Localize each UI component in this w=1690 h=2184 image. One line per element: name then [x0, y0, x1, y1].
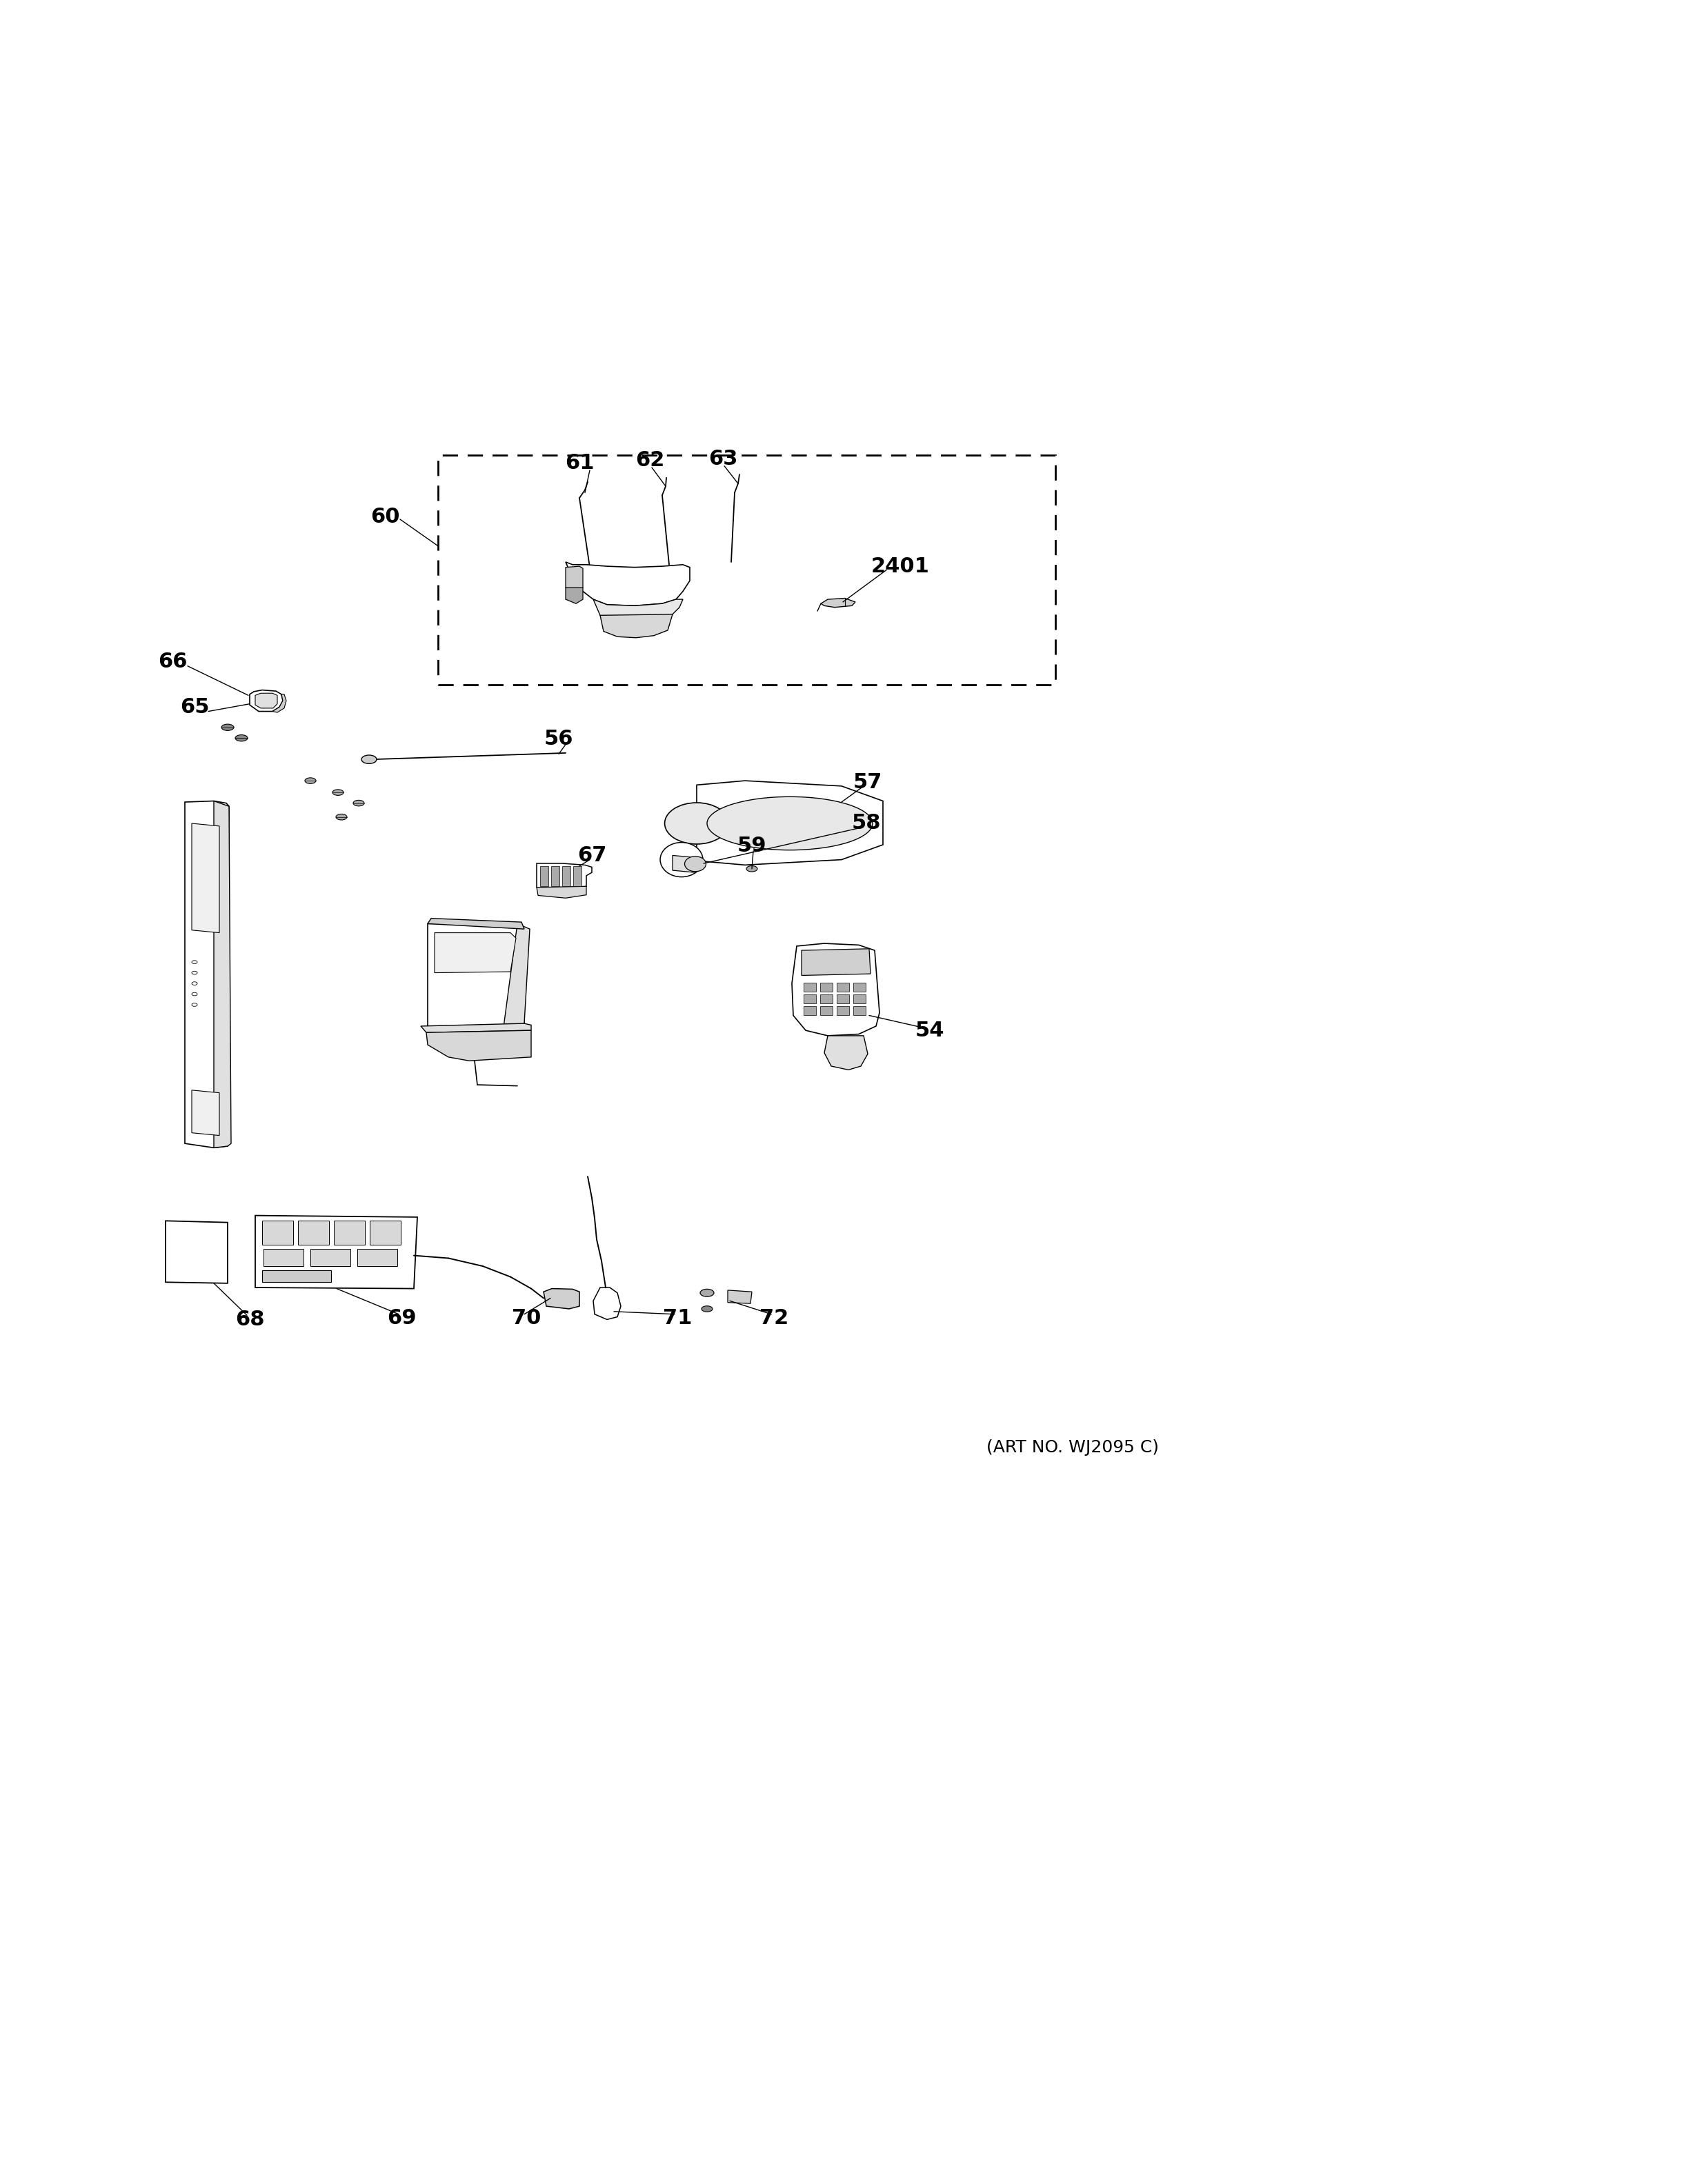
- Polygon shape: [804, 983, 816, 992]
- Polygon shape: [573, 867, 581, 887]
- Ellipse shape: [664, 804, 728, 843]
- Polygon shape: [537, 863, 592, 891]
- Text: 61: 61: [564, 454, 595, 474]
- Ellipse shape: [747, 865, 757, 871]
- Ellipse shape: [304, 778, 316, 784]
- Polygon shape: [264, 1249, 304, 1267]
- Polygon shape: [566, 561, 690, 605]
- Polygon shape: [428, 924, 524, 1026]
- Polygon shape: [821, 598, 855, 607]
- Text: 66: 66: [157, 651, 188, 673]
- Polygon shape: [504, 924, 529, 1026]
- Polygon shape: [593, 598, 683, 622]
- Polygon shape: [370, 1221, 401, 1245]
- Polygon shape: [255, 692, 277, 708]
- Ellipse shape: [684, 856, 706, 871]
- Polygon shape: [837, 994, 848, 1002]
- Ellipse shape: [191, 961, 198, 963]
- Polygon shape: [262, 1221, 292, 1245]
- Polygon shape: [804, 1007, 816, 1016]
- Text: 57: 57: [853, 773, 882, 793]
- Polygon shape: [673, 856, 695, 871]
- Text: 63: 63: [708, 450, 737, 470]
- Polygon shape: [820, 1007, 833, 1016]
- Polygon shape: [428, 917, 524, 928]
- Polygon shape: [825, 1035, 867, 1070]
- Polygon shape: [853, 983, 865, 992]
- Polygon shape: [166, 1221, 228, 1284]
- Polygon shape: [311, 1249, 350, 1267]
- Ellipse shape: [191, 1002, 198, 1007]
- Polygon shape: [563, 867, 571, 887]
- Bar: [438, 454, 1055, 684]
- Polygon shape: [566, 566, 583, 592]
- Text: 68: 68: [235, 1310, 264, 1330]
- Polygon shape: [421, 1024, 531, 1033]
- Ellipse shape: [191, 983, 198, 985]
- Ellipse shape: [700, 1289, 713, 1297]
- Polygon shape: [593, 1289, 620, 1319]
- Text: 72: 72: [759, 1308, 789, 1328]
- Polygon shape: [434, 933, 515, 972]
- Polygon shape: [426, 1031, 531, 1061]
- Polygon shape: [335, 1221, 365, 1245]
- Polygon shape: [600, 614, 673, 638]
- Polygon shape: [837, 983, 848, 992]
- Polygon shape: [541, 867, 548, 887]
- Polygon shape: [566, 587, 583, 603]
- Ellipse shape: [191, 972, 198, 974]
- Ellipse shape: [706, 797, 872, 850]
- Text: (ART NO. WJ2095 C): (ART NO. WJ2095 C): [987, 1439, 1159, 1457]
- Ellipse shape: [221, 725, 233, 732]
- Polygon shape: [255, 1216, 417, 1289]
- Polygon shape: [272, 695, 286, 712]
- Polygon shape: [215, 802, 232, 1149]
- Polygon shape: [793, 943, 879, 1035]
- Polygon shape: [544, 1289, 580, 1308]
- Text: 59: 59: [737, 836, 767, 856]
- Ellipse shape: [362, 756, 377, 764]
- Polygon shape: [820, 994, 833, 1002]
- Polygon shape: [262, 1271, 331, 1282]
- Text: 71: 71: [662, 1308, 691, 1328]
- Ellipse shape: [353, 799, 365, 806]
- Text: 54: 54: [916, 1020, 945, 1040]
- Polygon shape: [853, 1007, 865, 1016]
- Polygon shape: [250, 690, 282, 712]
- Polygon shape: [728, 1291, 752, 1304]
- Ellipse shape: [661, 843, 703, 878]
- Polygon shape: [853, 994, 865, 1002]
- Polygon shape: [551, 867, 559, 887]
- Polygon shape: [801, 948, 870, 976]
- Text: 60: 60: [370, 507, 399, 526]
- Polygon shape: [820, 983, 833, 992]
- Text: 69: 69: [387, 1308, 416, 1328]
- Polygon shape: [191, 823, 220, 933]
- Polygon shape: [184, 802, 230, 1149]
- Ellipse shape: [191, 992, 198, 996]
- Text: 70: 70: [512, 1308, 541, 1328]
- Ellipse shape: [701, 1306, 713, 1313]
- Polygon shape: [297, 1221, 330, 1245]
- Ellipse shape: [235, 734, 248, 740]
- Polygon shape: [804, 994, 816, 1002]
- Ellipse shape: [336, 815, 346, 819]
- Polygon shape: [696, 780, 882, 865]
- Polygon shape: [357, 1249, 397, 1267]
- Text: 56: 56: [544, 729, 573, 749]
- Text: 62: 62: [635, 450, 664, 470]
- Text: 65: 65: [179, 697, 210, 716]
- Polygon shape: [537, 887, 586, 898]
- Text: 58: 58: [852, 812, 880, 832]
- Text: 2401: 2401: [870, 557, 930, 577]
- Ellipse shape: [333, 788, 343, 795]
- Polygon shape: [837, 1007, 848, 1016]
- Text: 67: 67: [578, 845, 607, 865]
- Polygon shape: [191, 1090, 220, 1136]
